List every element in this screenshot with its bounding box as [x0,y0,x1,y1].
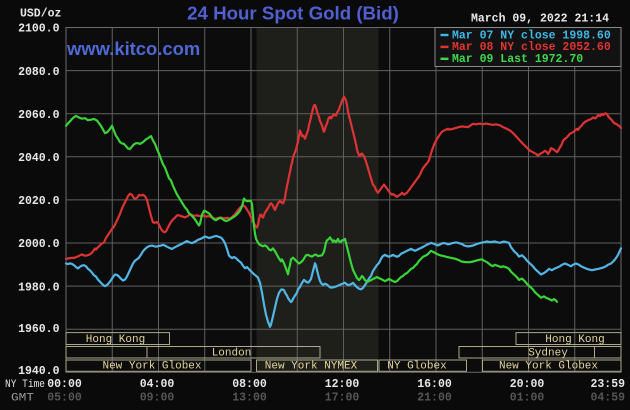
svg-text:Sydney: Sydney [528,347,568,359]
svg-text:New York NYMEX: New York NYMEX [265,361,358,373]
svg-text:2020.0: 2020.0 [18,195,60,208]
svg-text:12:00: 12:00 [325,378,360,391]
svg-text:00:00: 00:00 [47,378,82,391]
svg-text:Mar 09 Last 1972.70: Mar 09 Last 1972.70 [452,53,583,66]
svg-text:01:00: 01:00 [510,392,545,405]
svg-text:23:59: 23:59 [590,378,625,391]
svg-text:1980.0: 1980.0 [18,281,60,294]
svg-text:17:00: 17:00 [325,392,360,405]
svg-text:24 Hour Spot Gold (Bid): 24 Hour Spot Gold (Bid) [187,3,399,24]
svg-text:2060.0: 2060.0 [18,109,60,122]
svg-text:2000.0: 2000.0 [18,238,60,251]
svg-text:13:00: 13:00 [232,392,267,405]
svg-text:21:00: 21:00 [417,392,452,405]
svg-text:2080.0: 2080.0 [18,66,60,79]
svg-text:www.kitco.com: www.kitco.com [66,38,200,59]
svg-text:04:59: 04:59 [590,392,625,405]
svg-text:March 09, 2022 21:14: March 09, 2022 21:14 [471,13,609,26]
svg-text:London: London [212,347,252,359]
svg-text:Mar 07 NY close 1998.60: Mar 07 NY close 1998.60 [452,29,611,42]
svg-text:04:00: 04:00 [140,378,175,391]
svg-text:08:00: 08:00 [232,378,267,391]
svg-text:Mar 08 NY close 2052.60: Mar 08 NY close 2052.60 [452,41,611,54]
svg-text:20:00: 20:00 [510,378,545,391]
svg-text:Hong Kong: Hong Kong [86,334,145,346]
svg-text:16:00: 16:00 [417,378,452,391]
svg-text:2100.0: 2100.0 [18,23,60,36]
svg-text:2040.0: 2040.0 [18,152,60,165]
svg-text:USD/oz: USD/oz [20,8,62,21]
svg-text:Hong Kong: Hong Kong [545,334,604,346]
svg-text:GMT: GMT [11,393,34,405]
svg-text:09:00: 09:00 [140,392,175,405]
svg-text:NY Globex: NY Globex [387,361,447,373]
svg-text:1960.0: 1960.0 [18,323,60,336]
svg-text:New York Globex: New York Globex [499,361,598,373]
svg-text:1940.0: 1940.0 [18,365,60,378]
svg-text:05:00: 05:00 [47,392,82,405]
svg-text:New York Globex: New York Globex [102,361,201,373]
svg-text:NY Time: NY Time [5,379,45,391]
